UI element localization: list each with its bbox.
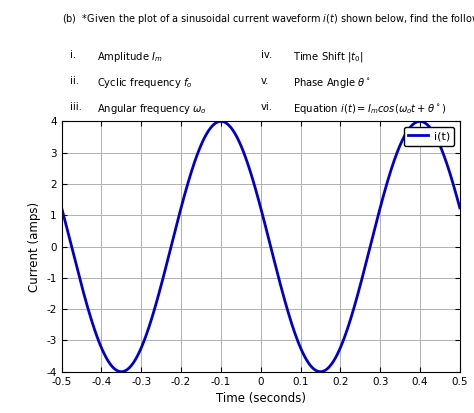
Text: Cyclic frequency $f_o$: Cyclic frequency $f_o$ [98, 76, 193, 90]
Text: v.: v. [261, 76, 269, 86]
Text: (b)  *Given the plot of a sinusoidal current waveform $i(t)$ shown below, find t: (b) *Given the plot of a sinusoidal curr… [62, 12, 474, 26]
Text: iv.: iv. [261, 50, 272, 60]
i(t) [59, 205, 64, 210]
Text: ii.: ii. [70, 76, 79, 86]
i(t) [373, 224, 378, 229]
Legend: i(t): i(t) [403, 127, 454, 146]
i(t) [79, 284, 85, 289]
Text: i.: i. [70, 50, 76, 60]
Text: Amplitude $I_m$: Amplitude $I_m$ [98, 50, 163, 64]
Text: Phase Angle $\theta^\circ$: Phase Angle $\theta^\circ$ [292, 76, 371, 90]
X-axis label: Time (seconds): Time (seconds) [216, 392, 306, 405]
i(t) [118, 369, 124, 374]
Text: Equation $i(t) = I_m cos(\omega_o t + \theta^\circ)$: Equation $i(t) = I_m cos(\omega_o t + \t… [292, 102, 446, 116]
i(t) [446, 166, 451, 171]
i(t) [253, 186, 258, 191]
Text: iii.: iii. [70, 102, 82, 112]
i(t) [242, 153, 248, 158]
i(t) [446, 167, 451, 172]
i(t) [457, 205, 463, 210]
Text: vi.: vi. [261, 102, 273, 112]
Y-axis label: Current (amps): Current (amps) [28, 202, 41, 292]
i(t) [417, 119, 423, 124]
Text: Angular frequency $\omega_o$: Angular frequency $\omega_o$ [98, 102, 208, 116]
Text: Time Shift $|t_0|$: Time Shift $|t_0|$ [292, 50, 363, 64]
Line: i(t): i(t) [62, 121, 460, 372]
